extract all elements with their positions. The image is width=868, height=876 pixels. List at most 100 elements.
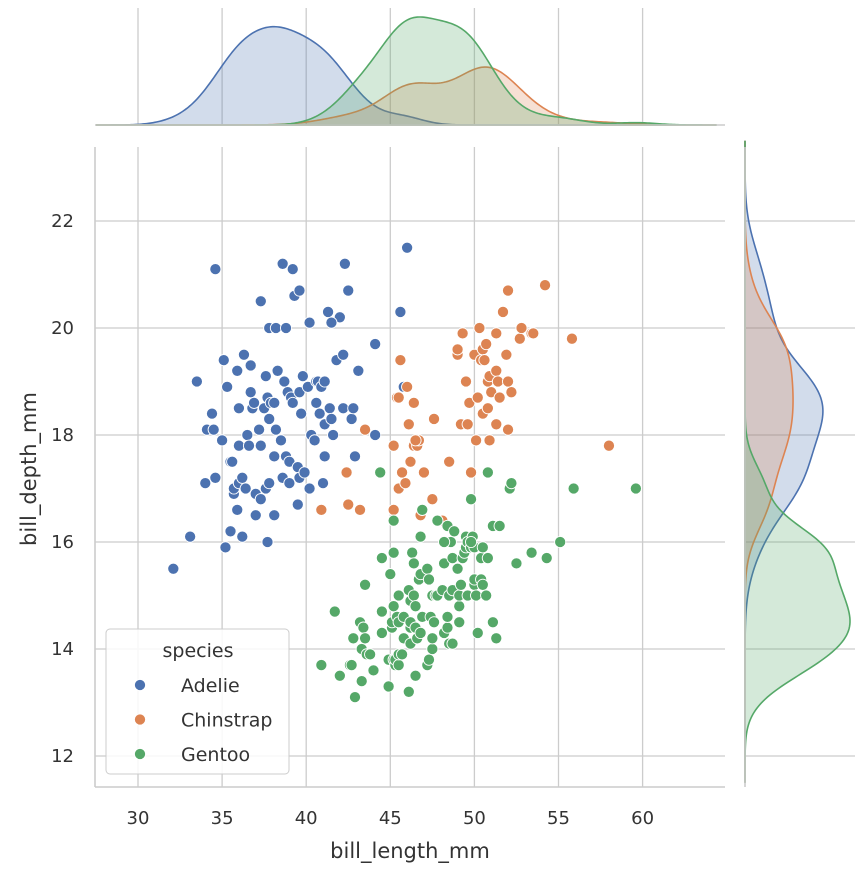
point-chinstrap-63 [565, 332, 579, 345]
point-adelie-56 [276, 257, 289, 270]
point-chinstrap-61 [527, 327, 540, 340]
point-adelie-89 [318, 375, 331, 388]
point-adelie-36 [254, 493, 267, 506]
point-chinstrap-67 [392, 391, 405, 404]
point-gentoo-70 [441, 621, 454, 634]
point-adelie-30 [244, 359, 257, 372]
point-adelie-104 [369, 428, 382, 442]
point-adelie-54 [274, 434, 288, 447]
point-gentoo-105 [481, 466, 494, 479]
x-tick-label-55: 55 [547, 808, 570, 829]
point-gentoo-104 [481, 552, 494, 565]
point-chinstrap-54 [500, 348, 513, 361]
point-gentoo-64 [427, 616, 441, 629]
point-chinstrap-42 [480, 337, 493, 351]
point-chinstrap-21 [417, 466, 430, 479]
point-adelie-10 [217, 354, 230, 367]
point-gentoo-112 [510, 557, 523, 570]
point-gentoo-50 [409, 600, 422, 613]
point-chinstrap-9 [394, 354, 407, 367]
point-chinstrap-55 [501, 423, 515, 436]
point-adelie-12 [221, 380, 234, 393]
point-chinstrap-31 [461, 418, 474, 431]
point-gentoo-102 [476, 541, 489, 554]
point-gentoo-78 [446, 552, 459, 565]
point-chinstrap-3 [353, 503, 367, 516]
point-adelie-83 [313, 407, 326, 420]
point-chinstrap-5 [387, 439, 400, 452]
top-marginal-kde [95, 16, 717, 126]
point-gentoo-103 [480, 589, 493, 602]
point-gentoo-82 [453, 600, 466, 613]
point-adelie-13 [224, 525, 237, 538]
point-chinstrap-64 [602, 439, 616, 452]
point-chinstrap-11 [399, 477, 412, 490]
point-adelie-103 [352, 364, 365, 377]
point-adelie-64 [286, 396, 299, 409]
point-adelie-74 [298, 466, 311, 479]
point-gentoo-46 [407, 589, 420, 602]
point-adelie-53 [271, 364, 284, 377]
y-tick-label-20: 20 [51, 318, 74, 339]
point-chinstrap-59 [513, 332, 526, 345]
point-adelie-0 [167, 562, 180, 575]
point-adelie-90 [322, 305, 335, 319]
point-adelie-91 [323, 402, 336, 415]
point-adelie-87 [318, 450, 331, 463]
point-chinstrap-43 [481, 402, 494, 415]
point-adelie-49 [268, 450, 281, 463]
point-adelie-77 [303, 316, 316, 329]
point-gentoo-6 [348, 691, 362, 704]
point-adelie-38 [254, 295, 267, 308]
point-adelie-72 [295, 407, 308, 420]
point-gentoo-92 [464, 493, 478, 506]
point-adelie-109 [325, 316, 338, 329]
x-axis-label: bill_length_mm [330, 839, 490, 864]
point-gentoo-121 [464, 535, 478, 549]
point-adelie-108 [401, 241, 414, 254]
point-adelie-101 [347, 402, 360, 415]
point-chinstrap-33 [464, 466, 478, 479]
point-gentoo-17 [375, 626, 388, 640]
point-adelie-21 [232, 439, 245, 452]
point-gentoo-14 [364, 648, 377, 661]
point-chinstrap-1 [340, 466, 353, 479]
legend-marker-chinstrap [133, 713, 147, 726]
point-chinstrap-25 [443, 455, 456, 468]
point-adelie-27 [241, 428, 254, 442]
point-gentoo-98 [471, 626, 484, 640]
point-gentoo-106 [486, 616, 499, 629]
point-adelie-105 [369, 337, 382, 351]
point-adelie-79 [308, 434, 321, 447]
point-gentoo-79 [448, 525, 461, 538]
point-chinstrap-66 [409, 434, 422, 447]
point-adelie-102 [348, 450, 362, 463]
point-adelie-28 [242, 439, 256, 452]
point-chinstrap-58 [505, 386, 518, 399]
point-adelie-29 [244, 386, 257, 399]
point-chinstrap-57 [501, 284, 515, 297]
point-adelie-65 [286, 263, 299, 276]
point-adelie-32 [248, 396, 261, 409]
point-chinstrap-45 [483, 434, 496, 447]
point-adelie-45 [263, 412, 276, 426]
point-chinstrap-22 [426, 493, 439, 506]
point-adelie-92 [325, 412, 338, 426]
point-chinstrap-35 [470, 434, 483, 447]
point-chinstrap-51 [491, 375, 505, 388]
point-gentoo-35 [392, 589, 405, 602]
y-tick-labels: 12 14 16 18 20 22 [51, 211, 74, 767]
main-grid [95, 147, 725, 787]
point-adelie-33 [249, 509, 262, 522]
point-chinstrap-49 [490, 364, 503, 377]
x-tick-label-35: 35 [211, 808, 234, 829]
x-tick-label-40: 40 [295, 808, 318, 829]
point-adelie-9 [216, 434, 229, 447]
point-gentoo-18 [375, 605, 388, 618]
right-marginal-kde [744, 140, 851, 783]
point-gentoo-36 [396, 648, 409, 661]
point-chinstrap-4 [359, 423, 372, 436]
point-gentoo-4 [345, 659, 358, 672]
point-gentoo-28 [387, 514, 400, 527]
point-adelie-23 [236, 530, 249, 543]
